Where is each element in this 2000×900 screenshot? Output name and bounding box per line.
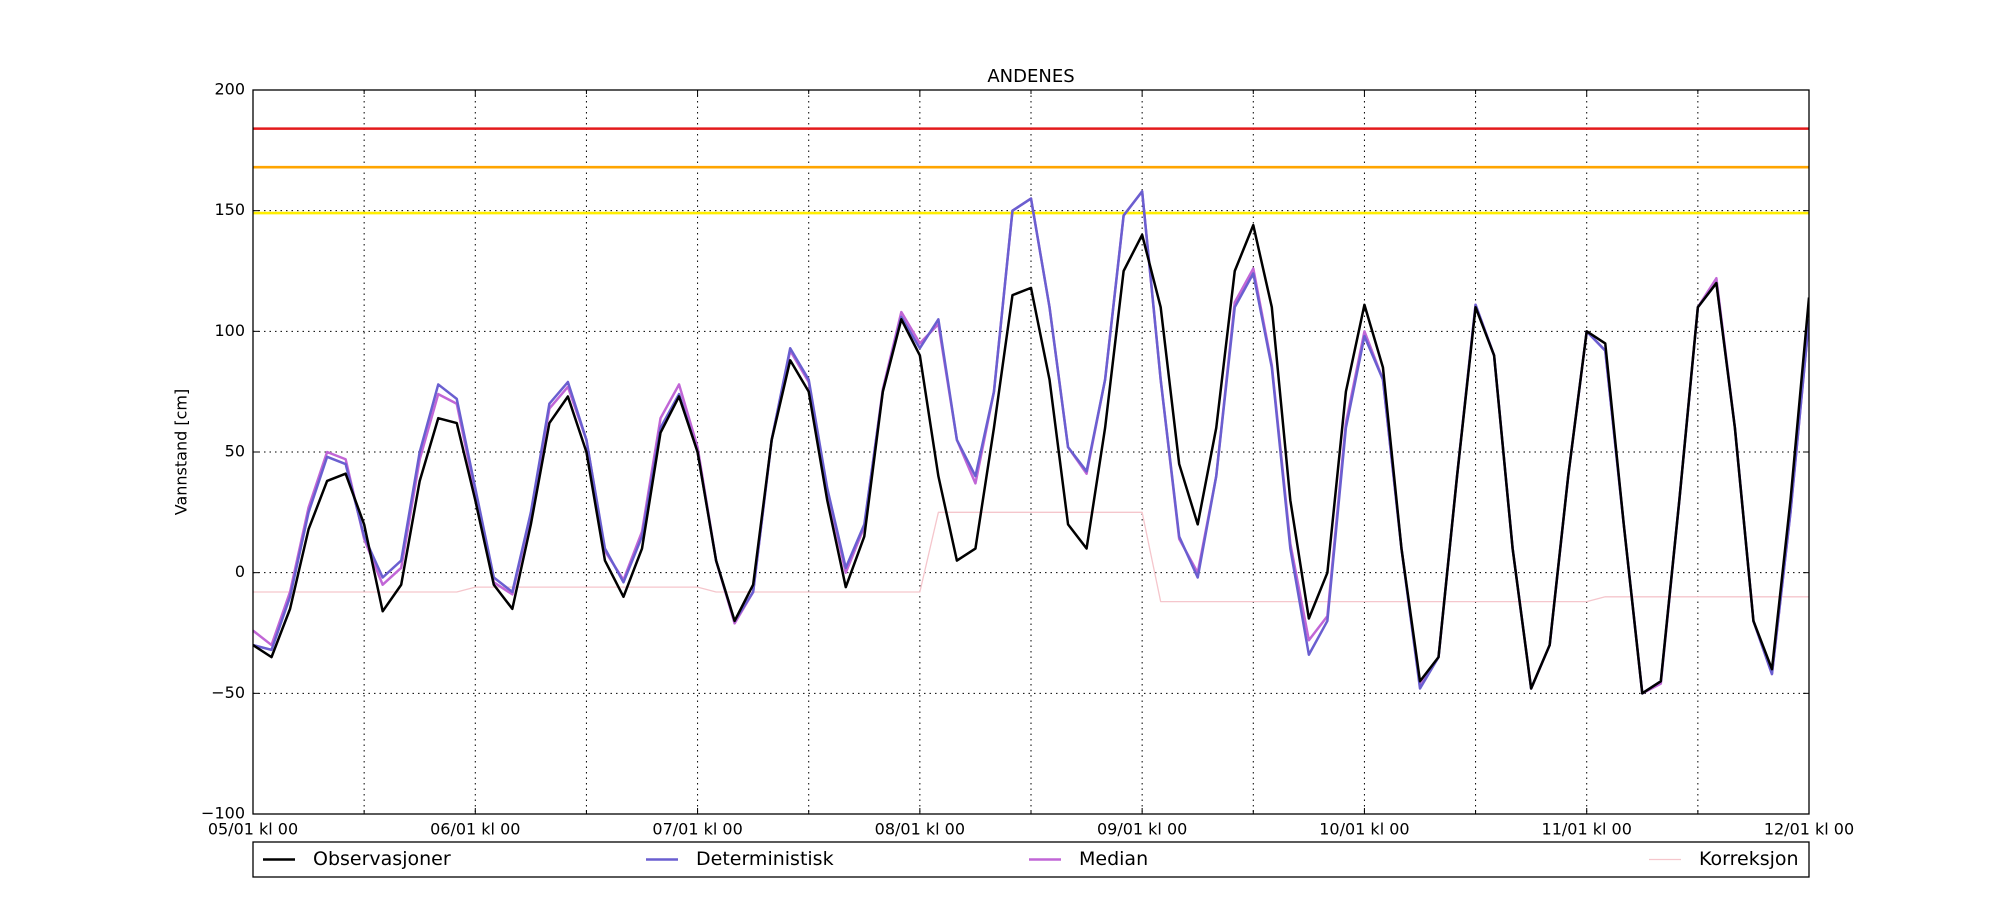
x-tick-label: 10/01 kl 00: [1319, 820, 1409, 839]
chart-title: ANDENES: [987, 66, 1074, 87]
plot-area: [253, 127, 1809, 695]
x-tick-label: 11/01 kl 00: [1542, 820, 1632, 839]
series-line: [253, 223, 1809, 695]
plot-frame: [252, 89, 1810, 815]
legend-box: [252, 841, 1810, 878]
y-tick-label: −50: [211, 683, 245, 702]
y-tick-label: 200: [214, 80, 245, 99]
x-tick-label: 06/01 kl 00: [430, 820, 520, 839]
x-tick-label: 08/01 kl 00: [875, 820, 965, 839]
legend-label: Deterministisk: [696, 848, 834, 870]
y-tick-label: 150: [214, 200, 245, 219]
y-tick-label: 0: [235, 562, 245, 581]
legend-label: Median: [1079, 848, 1148, 870]
legend-label: Korreksjon: [1699, 848, 1799, 870]
y-axis-label: Vannstand [cm]: [172, 389, 191, 515]
x-tick-label: 12/01 kl 00: [1764, 820, 1854, 839]
legend-label: Observasjoner: [313, 848, 451, 870]
x-tick-label: 09/01 kl 00: [1097, 820, 1187, 839]
x-tick-label: 07/01 kl 00: [652, 820, 742, 839]
y-tick-label: 100: [214, 321, 245, 340]
x-tick-label: 05/01 kl 00: [208, 820, 298, 839]
y-tick-label: −100: [201, 804, 245, 823]
y-tick-label: 50: [225, 442, 245, 461]
